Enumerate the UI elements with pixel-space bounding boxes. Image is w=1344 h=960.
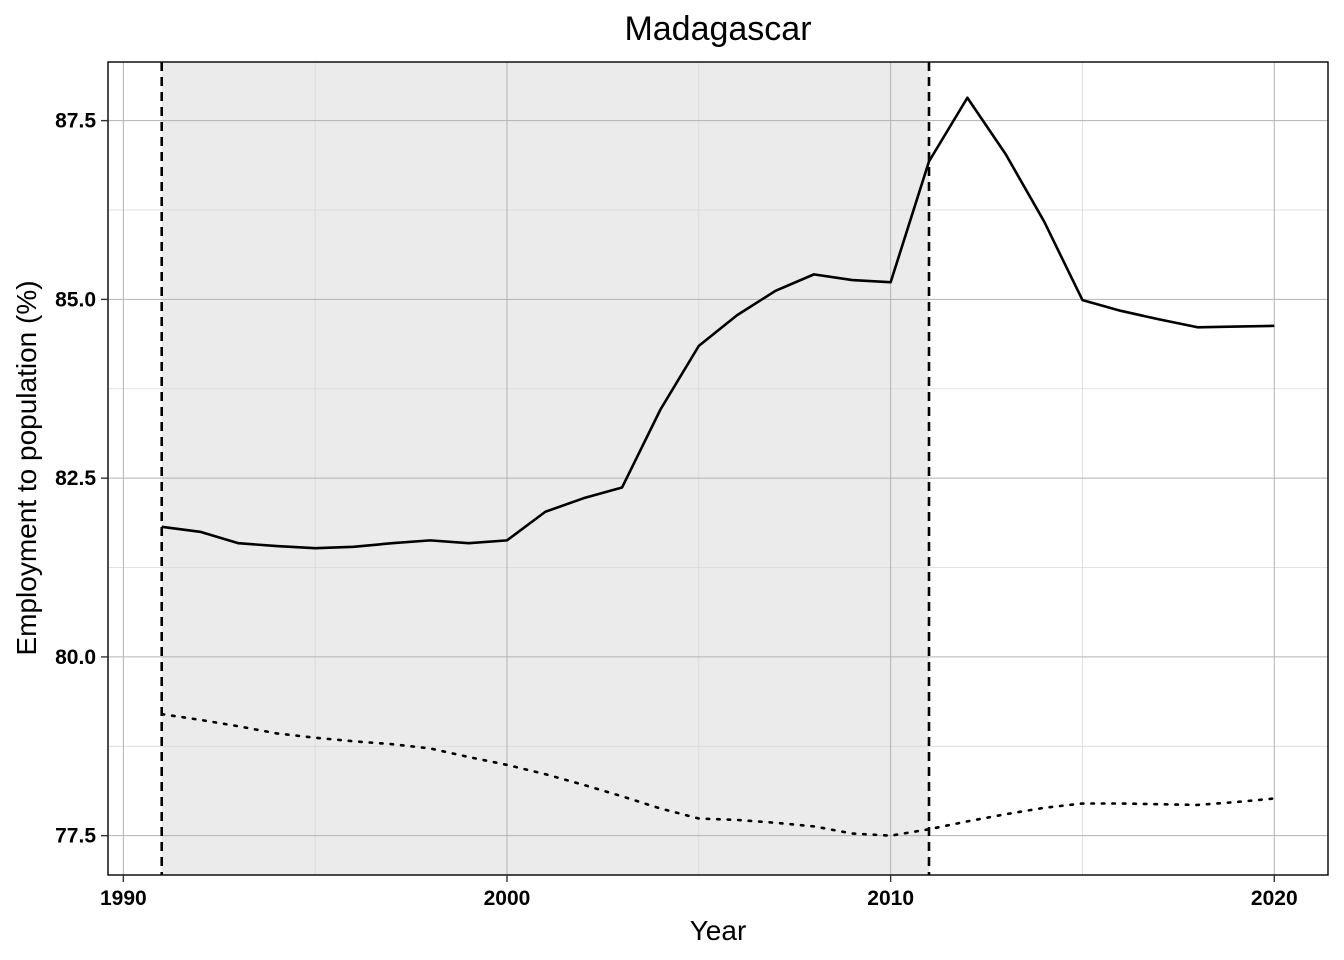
y-tick-label: 80.0 <box>55 646 96 669</box>
y-tick-label: 77.5 <box>55 825 96 848</box>
shaded-period-region <box>161 62 930 875</box>
x-tick-label: 2010 <box>867 887 914 910</box>
x-tick-label: 2020 <box>1251 887 1298 910</box>
series-line-dotted <box>160 712 1276 837</box>
x-tick-label: 1990 <box>100 887 147 910</box>
x-tick-label: 2000 <box>484 887 531 910</box>
y-axis-ticks: 77.5 80.0 82.5 85.0 87.5 <box>55 110 108 848</box>
x-axis-title: Year <box>690 915 747 946</box>
period-boundary-lines <box>160 62 931 875</box>
y-tick-label: 85.0 <box>55 288 96 311</box>
x-axis-ticks: 1990 2000 2010 2020 <box>100 875 1298 910</box>
grid-lines <box>108 62 1328 875</box>
series-lines <box>160 96 1276 837</box>
y-tick-label: 82.5 <box>55 467 96 490</box>
chart-title: Madagascar <box>624 10 811 48</box>
y-axis-title: Employment to population (%) <box>11 280 42 655</box>
plot-panel-border <box>107 61 1329 876</box>
y-tick-label: 87.5 <box>55 110 96 133</box>
series-line-solid <box>161 96 1275 550</box>
